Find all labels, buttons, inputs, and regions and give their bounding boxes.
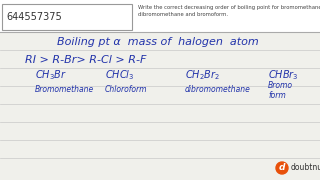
Text: Bromomethane: Bromomethane xyxy=(35,86,94,94)
Text: form: form xyxy=(268,91,286,100)
Text: $\mathit{C}\mathit{H}\mathit{C}\mathit{l}_3$: $\mathit{C}\mathit{H}\mathit{C}\mathit{l… xyxy=(105,68,134,82)
Text: Chloroform: Chloroform xyxy=(105,86,148,94)
Text: $\mathit{C}\mathit{H}_3\mathit{B}\mathit{r}$: $\mathit{C}\mathit{H}_3\mathit{B}\mathit… xyxy=(35,68,67,82)
Text: Boiling pt α  mass of  halogen  atom: Boiling pt α mass of halogen atom xyxy=(57,37,259,47)
Text: $\mathit{C}\mathit{H}_2\mathit{B}\mathit{r}_2$: $\mathit{C}\mathit{H}_2\mathit{B}\mathit… xyxy=(185,68,220,82)
Text: $\mathit{C}\mathit{H}\mathit{B}\mathit{r}_3$: $\mathit{C}\mathit{H}\mathit{B}\mathit{r… xyxy=(268,68,299,82)
FancyBboxPatch shape xyxy=(0,0,320,32)
Circle shape xyxy=(276,162,288,174)
Text: doubtnut: doubtnut xyxy=(291,163,320,172)
FancyBboxPatch shape xyxy=(2,4,132,30)
Text: dibromomethane: dibromomethane xyxy=(185,86,251,94)
Text: 644557375: 644557375 xyxy=(6,12,62,22)
Text: RI > R-Br> R-Cl > R-F: RI > R-Br> R-Cl > R-F xyxy=(25,55,146,65)
Text: Write the correct decreasing order of boiling point for bromomethane , chlorofor: Write the correct decreasing order of bo… xyxy=(138,5,320,17)
Text: Bromo: Bromo xyxy=(268,82,293,91)
Text: d: d xyxy=(279,163,285,172)
